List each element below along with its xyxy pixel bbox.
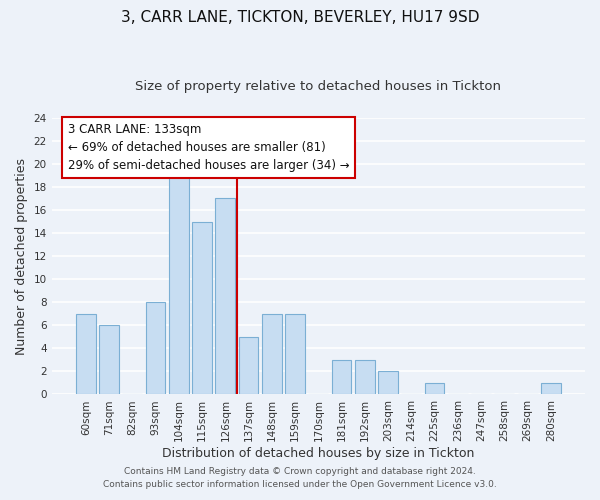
Bar	[239, 337, 259, 394]
Text: Contains HM Land Registry data © Crown copyright and database right 2024.
Contai: Contains HM Land Registry data © Crown c…	[103, 468, 497, 489]
Bar	[146, 302, 166, 394]
Bar	[192, 222, 212, 394]
Text: 3, CARR LANE, TICKTON, BEVERLEY, HU17 9SD: 3, CARR LANE, TICKTON, BEVERLEY, HU17 9S…	[121, 10, 479, 25]
Bar	[378, 372, 398, 394]
Bar	[99, 326, 119, 394]
Bar	[541, 383, 561, 394]
Title: Size of property relative to detached houses in Tickton: Size of property relative to detached ho…	[136, 80, 502, 93]
Bar	[332, 360, 352, 394]
Bar	[215, 198, 235, 394]
Bar	[285, 314, 305, 394]
Bar	[76, 314, 95, 394]
Y-axis label: Number of detached properties: Number of detached properties	[15, 158, 28, 354]
Bar	[262, 314, 282, 394]
X-axis label: Distribution of detached houses by size in Tickton: Distribution of detached houses by size …	[162, 447, 475, 460]
Bar	[425, 383, 445, 394]
Text: 3 CARR LANE: 133sqm
← 69% of detached houses are smaller (81)
29% of semi-detach: 3 CARR LANE: 133sqm ← 69% of detached ho…	[68, 124, 349, 172]
Bar	[355, 360, 375, 394]
Bar	[169, 176, 188, 394]
